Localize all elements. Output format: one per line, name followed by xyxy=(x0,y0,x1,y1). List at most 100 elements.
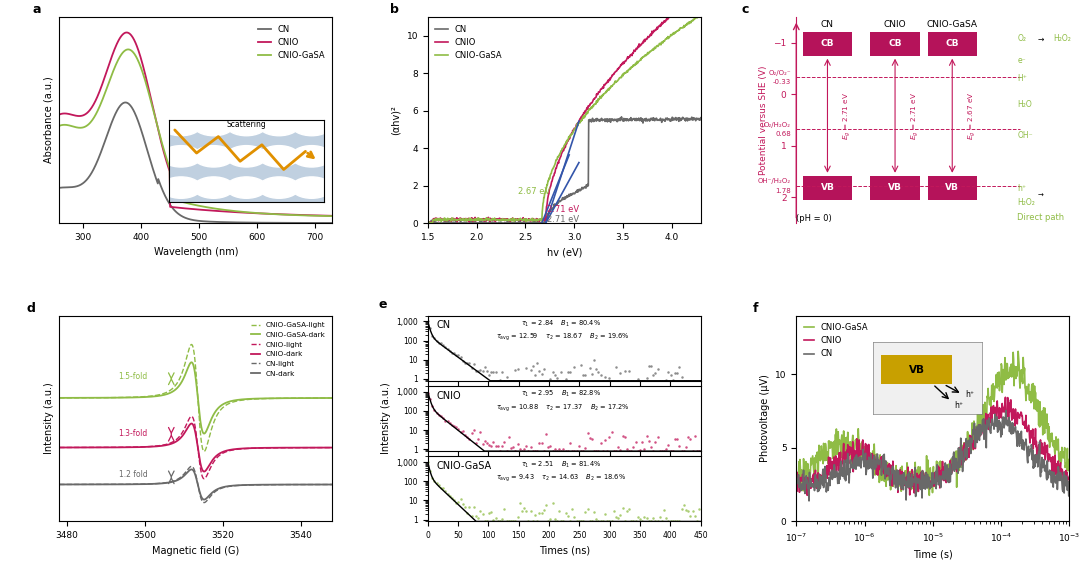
CN-light xyxy=(185,463,198,470)
Legend: CN, CNIO, CNIO-GaSA: CN, CNIO, CNIO-GaSA xyxy=(432,21,505,64)
CNIO-GaSA xyxy=(789,472,802,478)
CNIO-GaSA xyxy=(914,469,927,476)
Text: a: a xyxy=(32,3,41,16)
CNIO xyxy=(951,465,964,472)
CNIO xyxy=(861,442,874,449)
Line: CN-light: CN-light xyxy=(59,466,333,503)
CNIO-GaSA-dark xyxy=(99,394,112,401)
FancyBboxPatch shape xyxy=(928,176,977,200)
CN xyxy=(972,433,985,440)
CNIO-dark xyxy=(53,444,66,451)
Text: b: b xyxy=(390,3,399,16)
CNIO xyxy=(789,482,802,489)
Text: OH⁻: OH⁻ xyxy=(1017,131,1032,140)
Text: CNIO-GaSA: CNIO-GaSA xyxy=(927,19,977,29)
Text: 1.2 fold: 1.2 fold xyxy=(119,470,148,480)
CNIO-GaSA-light xyxy=(99,394,112,401)
Text: $E_g$ = 2.67 eV: $E_g$ = 2.67 eV xyxy=(967,92,978,140)
Text: H₂O₂: H₂O₂ xyxy=(1054,34,1071,44)
CNIO-dark xyxy=(172,437,185,444)
CNIO-GaSA-dark xyxy=(53,394,66,401)
CNIO-GaSA-dark xyxy=(197,429,210,436)
CNIO-dark xyxy=(198,468,211,475)
Text: f: f xyxy=(753,301,758,315)
CNIO-GaSA-light xyxy=(197,447,210,454)
CNIO-dark xyxy=(202,462,215,469)
Text: CNIO: CNIO xyxy=(883,19,906,29)
Text: $\tau_1$ = 2.84    $B_1$ = 80.4%: $\tau_1$ = 2.84 $B_1$ = 80.4% xyxy=(521,319,600,329)
Text: $\tau_1$ = 2.95    $B_1$ = 82.8%: $\tau_1$ = 2.95 $B_1$ = 82.8% xyxy=(521,389,600,399)
CN-light xyxy=(145,480,158,487)
Text: d: d xyxy=(27,301,36,315)
FancyBboxPatch shape xyxy=(802,176,852,200)
CNIO xyxy=(800,492,813,499)
CNIO-GaSA-light xyxy=(53,394,66,401)
CNIO-light xyxy=(198,475,211,482)
CN xyxy=(996,418,1009,425)
Text: $E_g$ = 2.71 eV: $E_g$ = 2.71 eV xyxy=(909,92,921,140)
CNIO-dark xyxy=(90,444,103,451)
Text: VB: VB xyxy=(888,183,902,193)
Text: O₂/H₂O₂: O₂/H₂O₂ xyxy=(764,121,791,128)
CNIO-light xyxy=(145,443,158,450)
CNIO-GaSA-dark xyxy=(198,430,211,437)
CN xyxy=(789,474,802,481)
X-axis label: Magnetic field (G): Magnetic field (G) xyxy=(152,545,240,556)
Text: $E_g$ = 2.71 eV: $E_g$ = 2.71 eV xyxy=(841,92,853,140)
Text: 2.67 eV: 2.67 eV xyxy=(517,187,550,196)
Text: $\tau_{\rm avg}$ = 10.88    $\tau_2$ = 17.37    $B_2$ = 17.2%: $\tau_{\rm avg}$ = 10.88 $\tau_2$ = 17.3… xyxy=(496,402,630,414)
CNIO xyxy=(838,459,851,466)
Line: CNIO-GaSA-dark: CNIO-GaSA-dark xyxy=(59,362,333,434)
CNIO-GaSA-light xyxy=(185,341,198,348)
Text: 1.78: 1.78 xyxy=(775,187,791,194)
CN-dark xyxy=(172,477,185,484)
CNIO-GaSA-dark xyxy=(145,393,158,400)
Text: CN: CN xyxy=(436,320,450,330)
CNIO-GaSA-light xyxy=(90,394,103,401)
Text: $\tau_{\rm avg}$ = 9.43    $\tau_2$ = 14.63    $B_2$ = 18.6%: $\tau_{\rm avg}$ = 9.43 $\tau_2$ = 14.63… xyxy=(496,473,626,484)
Line: CNIO: CNIO xyxy=(796,397,1069,495)
Text: CB: CB xyxy=(945,39,959,48)
X-axis label: Wavelength (nm): Wavelength (nm) xyxy=(153,248,238,257)
Text: →: → xyxy=(1038,34,1044,44)
CN xyxy=(914,477,927,484)
Text: VB: VB xyxy=(821,183,835,193)
Legend: CNIO-GaSA-light, CNIO-GaSA-dark, CNIO-light, CNIO-dark, CN-light, CN-dark: CNIO-GaSA-light, CNIO-GaSA-dark, CNIO-li… xyxy=(248,319,328,379)
Text: (pH = 0): (pH = 0) xyxy=(796,214,832,223)
CN-dark xyxy=(99,481,112,488)
CN-dark xyxy=(198,496,211,503)
Line: CNIO-light: CNIO-light xyxy=(59,417,333,478)
Text: 2.71 eV: 2.71 eV xyxy=(546,205,579,214)
CNIO-light xyxy=(99,444,112,451)
CNIO-GaSA xyxy=(860,446,873,453)
Text: O₂/O₂⁻: O₂/O₂⁻ xyxy=(769,70,791,76)
CN xyxy=(802,497,815,504)
CNIO-light xyxy=(90,444,103,451)
CNIO xyxy=(972,423,985,430)
X-axis label: hv (eV): hv (eV) xyxy=(546,248,582,257)
CNIO-light xyxy=(202,468,215,474)
Text: 2.71 eV: 2.71 eV xyxy=(546,215,579,224)
CNIO-GaSA-light xyxy=(198,448,211,455)
Line: CNIO-GaSA-light: CNIO-GaSA-light xyxy=(59,344,333,452)
Text: h⁺: h⁺ xyxy=(1017,183,1026,193)
Text: 1.5-fold: 1.5-fold xyxy=(119,372,148,380)
CNIO xyxy=(1063,473,1076,480)
FancyBboxPatch shape xyxy=(870,176,920,200)
CNIO-dark xyxy=(197,468,210,474)
Text: VB: VB xyxy=(945,183,959,193)
Text: e⁻: e⁻ xyxy=(1017,56,1026,65)
CN-dark xyxy=(202,492,215,499)
X-axis label: Time (s): Time (s) xyxy=(913,549,953,559)
Y-axis label: Potential versus SHE (V): Potential versus SHE (V) xyxy=(759,65,768,175)
Text: c: c xyxy=(742,3,750,16)
Text: e: e xyxy=(379,298,388,311)
CNIO xyxy=(999,394,1012,401)
Legend: CNIO-GaSA, CNIO, CN: CNIO-GaSA, CNIO, CN xyxy=(800,320,872,362)
CNIO-GaSA-light xyxy=(145,393,158,399)
FancyBboxPatch shape xyxy=(870,32,920,56)
CNIO-GaSA xyxy=(951,467,964,474)
Line: CN-dark: CN-dark xyxy=(59,469,333,500)
CNIO-GaSA xyxy=(922,492,935,499)
CN xyxy=(999,407,1012,414)
